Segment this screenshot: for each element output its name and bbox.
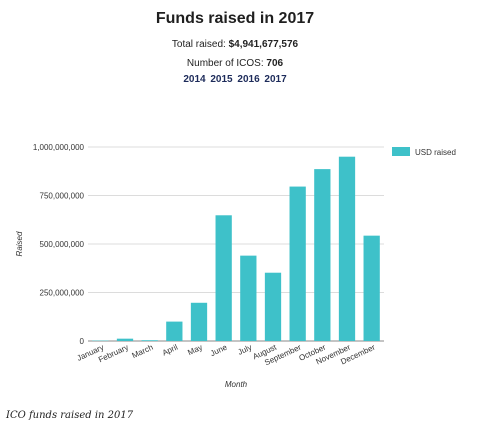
legend: USD raised [392, 147, 456, 157]
ico-count-line: Number of ICOS: 706 [0, 58, 470, 69]
ico-count-value: 706 [266, 58, 284, 69]
x-tick-label: July [236, 343, 253, 357]
bar-august[interactable] [264, 272, 282, 341]
bar-february[interactable] [116, 338, 134, 341]
year-selector: 2014 2015 2016 2017 [0, 74, 470, 85]
x-tick-label: April [161, 343, 180, 358]
legend-label: USD raised [415, 148, 456, 157]
bar-november[interactable] [338, 156, 356, 341]
bars [92, 156, 380, 341]
figure-caption: ICO funds raised in 2017 [6, 410, 134, 421]
total-raised-value: $4,941,677,576 [228, 39, 299, 50]
y-tick-label: 250,000,000 [40, 289, 85, 298]
bar-july[interactable] [240, 255, 257, 341]
bar-may[interactable] [190, 302, 208, 341]
bar-october[interactable] [314, 169, 331, 341]
bar-june[interactable] [215, 215, 232, 341]
x-tick-label: May [186, 343, 204, 358]
chart-title: Funds raised in 2017 [155, 10, 315, 27]
total-raised-line: Total raised: $4,941,677,576 [0, 39, 470, 50]
ico-count-label: Number of ICOS: [186, 58, 267, 69]
year-link-2014[interactable]: 2014 [183, 74, 206, 85]
legend-swatch [392, 147, 410, 156]
x-tick-label: June [209, 342, 229, 358]
year-link-2016[interactable]: 2016 [237, 74, 260, 85]
bar-march[interactable] [141, 340, 158, 341]
year-link-2017[interactable]: 2017 [264, 74, 287, 85]
bar-april[interactable] [166, 321, 183, 341]
x-axis-label: Month [225, 380, 248, 389]
y-axis-label: Raised [15, 231, 24, 256]
y-axis-ticks: 0 250,000,000 500,000,000 750,000,000 1,000,… [33, 143, 85, 346]
bar-september[interactable] [289, 186, 306, 341]
y-tick-label: 750,000,000 [40, 192, 85, 201]
total-raised-label: Total raised: [171, 39, 229, 50]
x-tick-label: March [131, 343, 155, 361]
bar-december[interactable] [363, 235, 380, 341]
y-tick-label: 0 [80, 337, 85, 346]
y-tick-label: 1,000,000,000 [33, 143, 85, 152]
year-link-2015[interactable]: 2015 [210, 74, 233, 85]
y-tick-label: 500,000,000 [40, 240, 85, 249]
bar-chart: 0 250,000,000 500,000,000 750,000,000 1,000,… [15, 143, 456, 389]
gridlines [88, 146, 384, 342]
